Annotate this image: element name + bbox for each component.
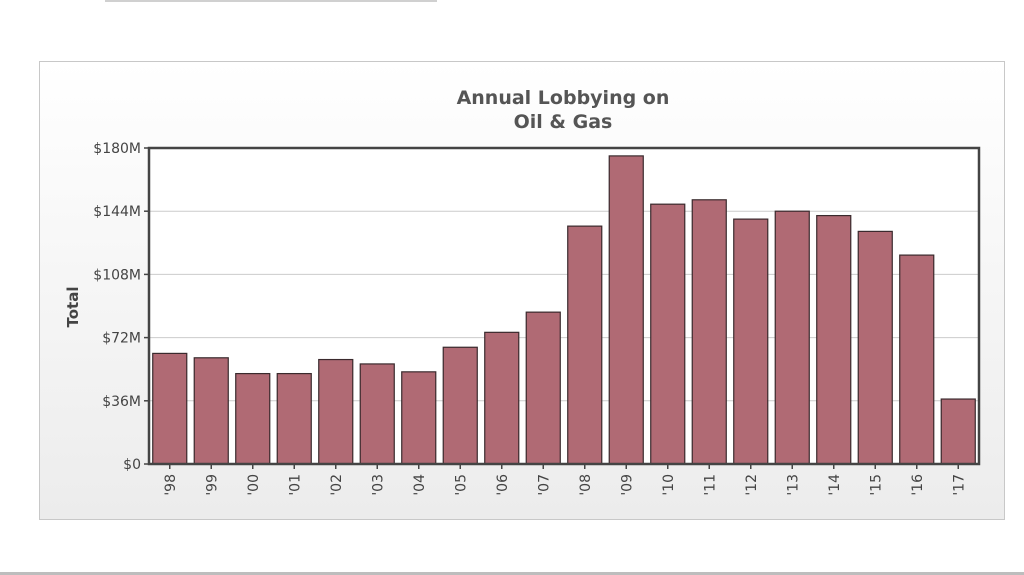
axes (144, 146, 981, 469)
bar (650, 203, 686, 465)
x-tick-label: '05 (453, 474, 469, 496)
x-tick-label: '99 (204, 474, 220, 496)
bar (401, 371, 437, 465)
bar (442, 346, 478, 465)
bottom-divider (0, 572, 1024, 575)
x-tick-label: '15 (868, 474, 884, 496)
x-tick-label: '03 (370, 474, 386, 496)
bar (152, 352, 188, 465)
chart-title-line-2: Oil & Gas (513, 111, 613, 133)
bar (318, 358, 354, 465)
bar (733, 218, 769, 465)
x-tick-label: '00 (246, 474, 262, 496)
y-tick-label: $36M (102, 394, 141, 410)
grid-lines (149, 148, 979, 464)
y-tick-label: $144M (93, 204, 141, 220)
x-tick-label: '13 (785, 474, 801, 496)
x-tick-label: '07 (536, 474, 552, 496)
x-tick-label: '11 (702, 474, 718, 496)
bar (816, 214, 852, 465)
y-tick-label: $108M (93, 267, 141, 283)
x-tick-label: '09 (619, 474, 635, 496)
x-tick-label: '12 (744, 474, 760, 496)
x-tick-label: '14 (827, 474, 843, 496)
x-tick-label: '02 (329, 474, 345, 496)
bar (899, 254, 935, 465)
bar (691, 199, 727, 465)
bar (484, 331, 520, 465)
chart-title-line-1: Annual Lobbying on (456, 87, 670, 109)
chart-title: Annual Lobbying on Oil & Gas (39, 86, 1024, 134)
x-tick-label: '17 (951, 474, 967, 496)
y-tick-label: $72M (102, 331, 141, 347)
bar (193, 357, 229, 465)
x-tick-label: '10 (661, 474, 677, 496)
bar (235, 372, 271, 465)
x-tick-label: '06 (495, 474, 511, 496)
x-tick-label: '04 (412, 474, 428, 496)
bar (525, 311, 561, 465)
y-tick-label: $180M (93, 141, 141, 157)
y-tick-labels: $0 $36M $72M $108M $144M $180M (93, 141, 141, 473)
y-tick-label: $0 (123, 457, 141, 473)
bar (857, 230, 893, 465)
x-tick-label: '16 (910, 474, 926, 496)
bar (276, 372, 312, 465)
bar (359, 363, 395, 465)
plot-area (149, 148, 979, 464)
bar (608, 155, 644, 465)
bars (152, 155, 976, 465)
x-tick-label: '01 (287, 474, 303, 496)
x-tick-label: '98 (163, 474, 179, 496)
x-tick-label: '08 (578, 474, 594, 496)
bar (940, 398, 976, 465)
top-divider (105, 0, 437, 2)
bar (567, 225, 603, 465)
bar (774, 210, 810, 465)
x-tick-labels: '98 '99 '00 '01 '02 '03 '04 '05 '06 '07 '08 '09 '10 '… (163, 474, 968, 496)
plot-frame (147, 146, 981, 466)
